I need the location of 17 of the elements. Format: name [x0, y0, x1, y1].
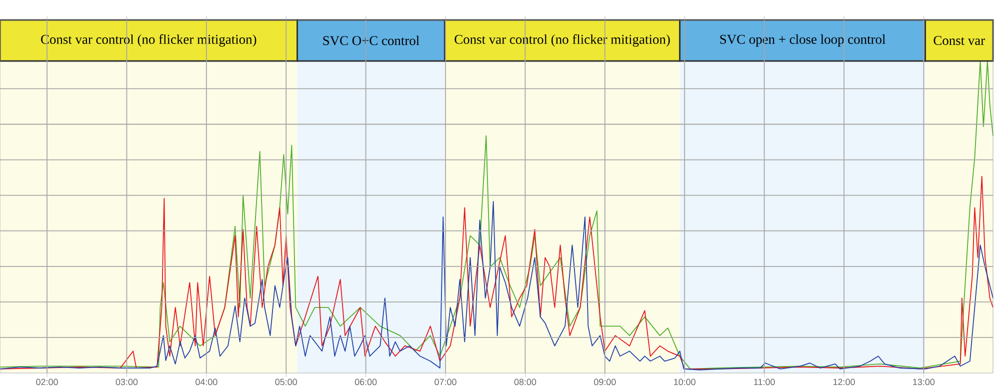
x-tick-label: 10:00 [674, 378, 696, 386]
band-label: SVC open + close loop control [720, 34, 886, 47]
x-tick-label: 13:00 [913, 378, 935, 386]
x-tick-label: 08:00 [514, 378, 536, 386]
x-tick-label: 06:00 [354, 378, 377, 386]
x-tick-label: 04:00 [196, 378, 218, 386]
x-tick-label: 09:00 [594, 378, 616, 386]
x-tick-label: 07:00 [434, 378, 456, 386]
x-tick-label: 11:00 [754, 378, 775, 386]
band-label: Const var [934, 36, 985, 46]
x-tick-label: 03:00 [116, 378, 138, 386]
band-label: SVC O+C control [323, 36, 420, 46]
band-label: Const var control (no flicker mitigation) [41, 34, 256, 47]
x-tick-label: 12:00 [833, 378, 855, 386]
x-tick-label: 02:00 [36, 378, 58, 386]
x-tick-label: 05:00 [275, 378, 297, 386]
band-label: Const var control (no flicker mitigation) [454, 34, 670, 47]
